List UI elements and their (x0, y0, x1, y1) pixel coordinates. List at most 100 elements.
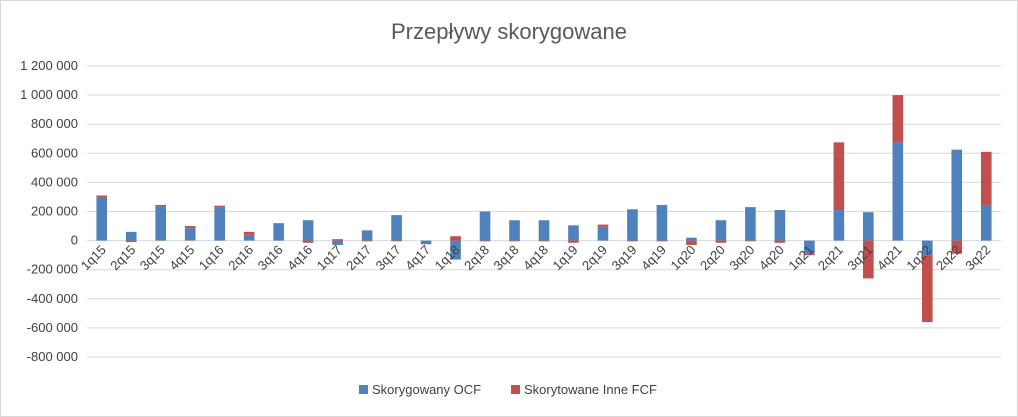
x-tick-label: 1q19 (550, 242, 581, 273)
bars (96, 95, 992, 323)
x-tick-label: 3q16 (255, 242, 286, 273)
bar-inne-fcf-1q18 (450, 236, 461, 241)
bar-inne-fcf-4q20 (774, 240, 786, 243)
bar-inne-fcf-2q19 (597, 224, 609, 227)
y-tick-label: 200 000 (31, 204, 78, 219)
x-tick-label: 1q15 (78, 242, 109, 273)
x-tick-label: 3q22 (962, 242, 993, 273)
y-tick-label: -200 000 (27, 262, 78, 277)
x-tick-label: 1q16 (196, 242, 227, 273)
bar-inne-fcf-1q15 (96, 195, 108, 197)
x-tick-label: 2q15 (107, 242, 138, 273)
bar-inne-fcf-4q21 (892, 95, 904, 143)
bar-inne-fcf-1q22 (921, 255, 933, 323)
bar-inne-fcf-1q19 (568, 240, 579, 243)
bar-inne-fcf-2q20 (715, 240, 727, 243)
x-tick-label: 4q19 (638, 242, 669, 273)
bar-ocf-2q22 (951, 149, 963, 241)
legend: Skorygowany OCF Skorytowane Inne FCF (359, 382, 657, 397)
y-tick-label: 800 000 (31, 116, 78, 131)
x-tick-label: 4q15 (166, 242, 197, 273)
y-tick-label: 1 000 000 (20, 87, 78, 102)
bar-ocf-4q19 (656, 204, 668, 241)
y-tick-label: -800 000 (27, 349, 78, 364)
bar-ocf-2q17 (361, 230, 373, 241)
bar-inne-fcf-3q21 (863, 240, 874, 279)
bar-inne-fcf-1q17 (332, 239, 343, 241)
bar-inne-fcf-1q20 (686, 240, 697, 245)
bar-inne-fcf-2q18 (479, 240, 491, 242)
y-tick-label: 0 (71, 233, 78, 248)
bar-inne-fcf-2q22 (951, 240, 963, 254)
legend-label-inne-fcf: Skorytowane Inne FCF (524, 382, 657, 397)
bar-ocf-2q16 (243, 234, 255, 241)
x-tick-label: 1q20 (667, 242, 698, 273)
legend-swatch-ocf (359, 385, 368, 394)
bar-ocf-1q17 (332, 240, 343, 245)
x-tick-label: 3q18 (491, 242, 522, 273)
bar-inne-fcf-3q17 (391, 240, 402, 242)
bar-ocf-3q21 (863, 212, 874, 241)
legend-label-ocf: Skorygowany OCF (372, 382, 481, 397)
bar-ocf-4q18 (538, 220, 550, 241)
bar-inne-fcf-3q20 (745, 240, 756, 242)
y-tick-label: 1 200 000 (20, 58, 78, 73)
x-tick-label: 2q17 (343, 242, 374, 273)
bar-ocf-3q20 (745, 207, 756, 241)
bar-ocf-1q16 (214, 207, 225, 241)
x-tick-label: 1q17 (314, 242, 345, 273)
bar-ocf-3q18 (509, 220, 520, 241)
x-tick-label: 4q16 (284, 242, 315, 273)
x-tick-label: 4q17 (402, 242, 433, 273)
x-tick-label: 3q20 (726, 242, 757, 273)
x-tick-label: 4q20 (756, 242, 787, 273)
x-axis-tick-labels: 1q152q153q154q151q162q163q164q161q172q17… (78, 242, 994, 273)
bar-inne-fcf-3q16 (273, 223, 284, 224)
bar-ocf-3q22 (980, 204, 992, 241)
bar-inne-fcf-1q21 (804, 253, 815, 256)
bar-ocf-4q21 (892, 142, 904, 241)
bar-ocf-4q20 (774, 210, 786, 241)
x-tick-label: 2q19 (579, 242, 610, 273)
bar-inne-fcf-4q19 (656, 240, 668, 242)
bar-ocf-1q22 (921, 240, 933, 256)
x-tick-label: 2q20 (697, 242, 728, 273)
chart-title: Przepływy skorygowane (391, 19, 627, 44)
bar-ocf-2q15 (125, 231, 137, 241)
x-tick-label: 3q17 (373, 242, 404, 273)
bar-inne-fcf-1q16 (214, 205, 225, 208)
bar-ocf-2q19 (597, 226, 609, 241)
bar-inne-fcf-2q15 (125, 240, 137, 243)
bar-ocf-1q20 (686, 237, 697, 241)
bar-inne-fcf-3q15 (155, 204, 167, 207)
bar-ocf-4q15 (184, 228, 196, 241)
bar-inne-fcf-2q16 (243, 231, 255, 235)
bar-ocf-3q19 (627, 209, 638, 241)
bar-ocf-2q21 (833, 210, 845, 241)
bar-inne-fcf-4q18 (538, 240, 550, 242)
bar-ocf-3q16 (273, 223, 284, 241)
bar-ocf-1q21 (804, 240, 815, 254)
y-axis-tick-labels: 1 200 000 1 000 000 800 000 600 000 400 000 2… (20, 58, 78, 364)
x-tick-label: 2q18 (461, 242, 492, 273)
bar-ocf-4q17 (420, 240, 432, 245)
bar-ocf-4q16 (302, 220, 314, 241)
bar-ocf-2q18 (479, 211, 491, 241)
bar-ocf-1q19 (568, 225, 579, 241)
bar-ocf-3q15 (155, 206, 167, 241)
legend-swatch-inne-fcf (511, 385, 520, 394)
x-tick-label: 2q21 (815, 242, 846, 273)
y-tick-label: -400 000 (27, 291, 78, 306)
x-tick-label: 4q21 (874, 242, 905, 273)
x-tick-label: 2q16 (225, 242, 256, 273)
y-tick-label: -600 000 (27, 320, 78, 335)
bar-inne-fcf-4q15 (184, 226, 196, 229)
bar-inne-fcf-4q16 (302, 240, 314, 243)
bar-ocf-3q17 (391, 215, 402, 241)
bar-inne-fcf-3q19 (627, 240, 638, 242)
bar-ocf-2q20 (715, 220, 727, 241)
y-tick-label: 400 000 (31, 174, 78, 189)
x-tick-label: 3q19 (609, 242, 640, 273)
